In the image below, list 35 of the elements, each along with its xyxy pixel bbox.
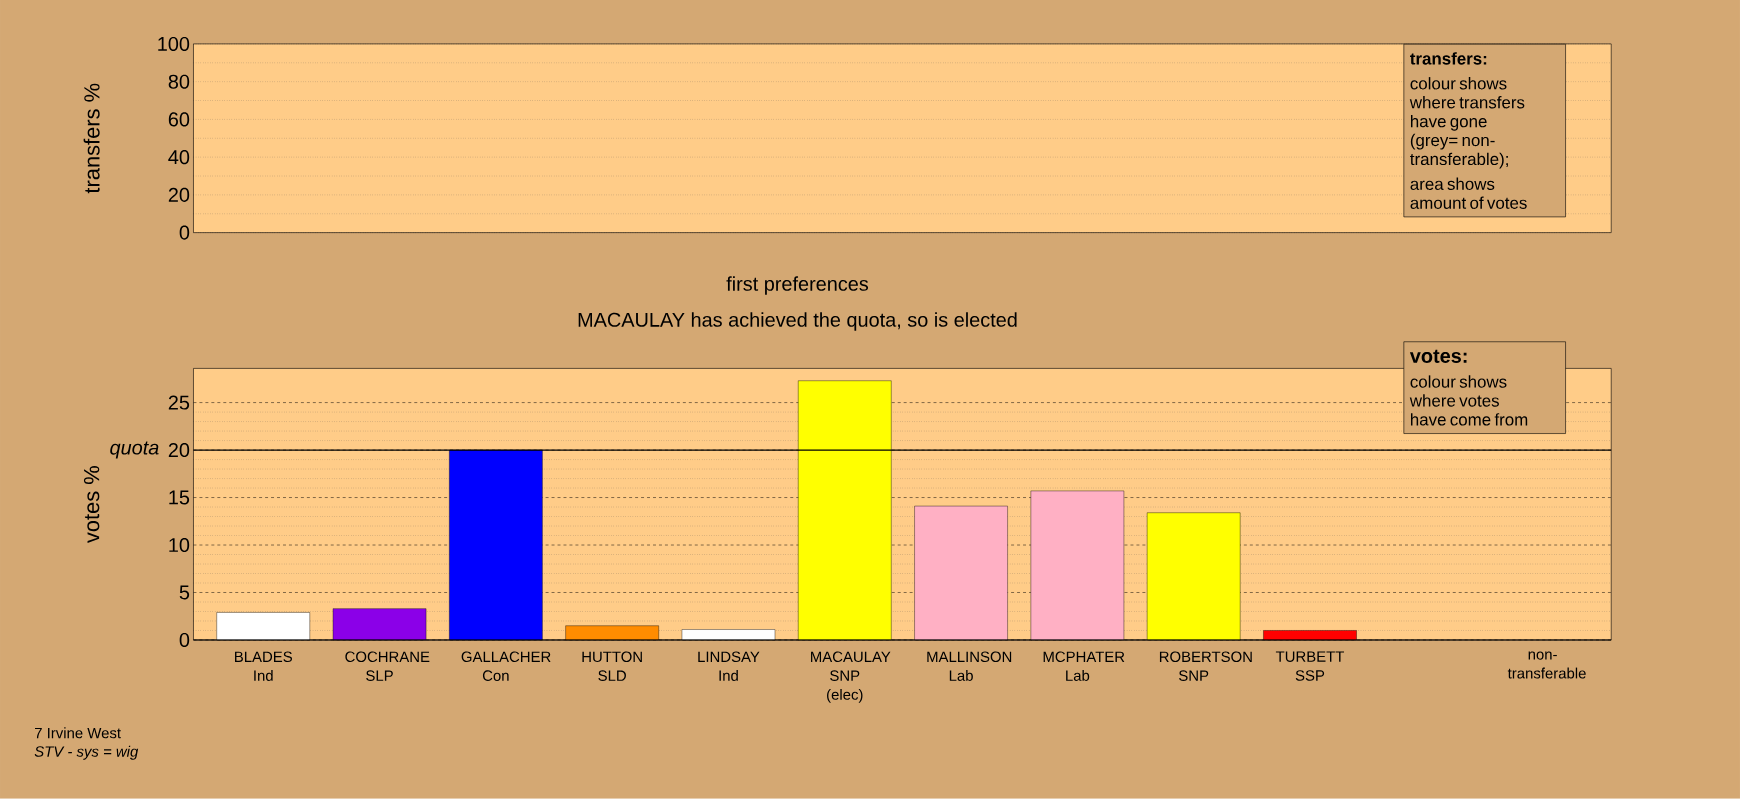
ref-line-label: quota bbox=[110, 441, 159, 459]
y-tick-label: 60 bbox=[168, 112, 190, 127]
x-tick-label: COCHRANE SLP bbox=[345, 651, 430, 682]
annotation: area shows amount of votes bbox=[1410, 177, 1527, 210]
x-tick-label: MCPHATER Lab bbox=[1043, 651, 1125, 682]
y-tick-label: 10 bbox=[169, 538, 190, 553]
annotation: colour shows where transfers have gone (grey= non-transferable); bbox=[1409, 77, 1525, 169]
y-tick-label: 80 bbox=[168, 74, 190, 89]
chart-title: first preferences bbox=[726, 276, 869, 295]
x-tick-label: LINDSAY Ind bbox=[698, 651, 760, 682]
y-tick-label: 0 bbox=[179, 225, 190, 240]
x-tick-label: ROBERTSON SNP bbox=[1159, 651, 1252, 682]
y-axis-title: votes % bbox=[83, 466, 100, 544]
y-tick-label: 25 bbox=[168, 395, 190, 410]
y-tick-label: 40 bbox=[168, 150, 190, 165]
y-tick-label: 15 bbox=[169, 490, 190, 505]
annotation: colour shows where votes have come from bbox=[1409, 375, 1528, 426]
x-tick-label: MACAULAY SNP (elec) bbox=[811, 651, 891, 703]
y-tick-label: 20 bbox=[168, 187, 190, 203]
x-tick-label: HUTTON SLD bbox=[582, 651, 642, 682]
x-tick-label: TURBETT SSP bbox=[1275, 651, 1345, 681]
x-tick-label: GALLACHER Con bbox=[461, 651, 551, 682]
text: 7 Irvine West bbox=[35, 727, 121, 739]
text: STV - sys = wig bbox=[34, 745, 139, 760]
annotation: transfers: bbox=[1410, 52, 1487, 65]
x-tick-label: non-transferable bbox=[1507, 651, 1586, 679]
x-tick-label: MALLINSON Lab bbox=[927, 651, 1012, 682]
y-tick-label: 0 bbox=[179, 633, 190, 648]
chart-subtitle: MACAULAY has achieved the quota, so is elected bbox=[578, 312, 1017, 331]
y-tick-label: 100 bbox=[158, 37, 190, 52]
y-tick-label: 5 bbox=[179, 585, 190, 600]
text: votes: bbox=[1409, 349, 1467, 364]
y-axis-title: transfers % bbox=[83, 83, 100, 194]
x-tick-label: BLADES Ind bbox=[235, 651, 292, 682]
y-tick-label: 20 bbox=[168, 443, 190, 458]
